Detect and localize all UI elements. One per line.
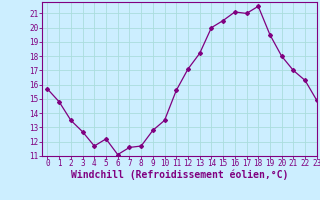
X-axis label: Windchill (Refroidissement éolien,°C): Windchill (Refroidissement éolien,°C) [70,169,288,180]
